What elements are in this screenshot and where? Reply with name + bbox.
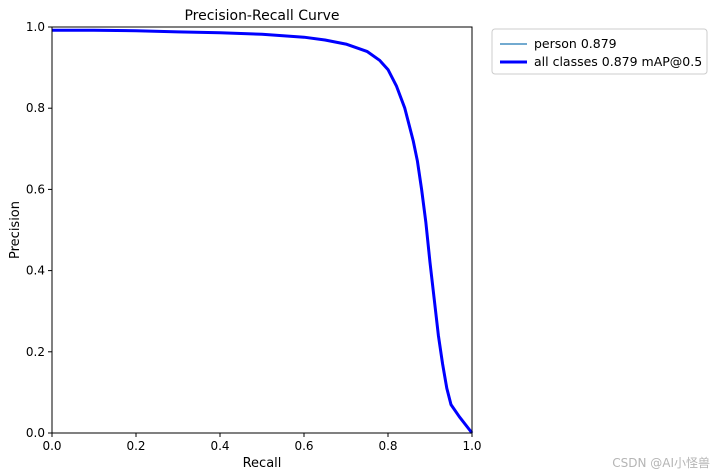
x-tick-label: 0.0 — [42, 439, 61, 453]
y-tick-label: 0.2 — [26, 345, 45, 359]
plot-area — [52, 27, 472, 433]
y-tick-label: 1.0 — [26, 20, 45, 34]
x-tick-label: 0.8 — [378, 439, 397, 453]
y-axis-label: Precision — [8, 201, 23, 259]
y-tick-label: 0.6 — [26, 182, 45, 196]
legend-box — [491, 28, 708, 75]
legend: person 0.879 all classes 0.879 mAP@0.5 — [491, 28, 708, 75]
x-tick-label: 0.2 — [126, 439, 145, 453]
series-line-all-classes — [52, 28, 474, 434]
watermark-text: CSDN @AI小怪兽 — [612, 456, 710, 470]
y-tick-label: 0.0 — [26, 426, 45, 440]
x-axis-label: Recall — [243, 456, 282, 471]
x-tick-label: 0.4 — [210, 439, 229, 453]
legend-label-person: person 0.879 — [534, 36, 617, 51]
plot-frame — [51, 26, 473, 434]
chart-title: Precision-Recall Curve — [184, 8, 339, 24]
y-tick-label: 0.4 — [26, 264, 45, 278]
series-layer — [52, 28, 474, 434]
x-tick-label: 0.6 — [294, 439, 313, 453]
y-tick-label: 0.8 — [26, 101, 45, 115]
legend-label-all-classes: all classes 0.879 mAP@0.5 — [534, 54, 702, 69]
x-tick-label: 1.0 — [462, 439, 481, 453]
ticks-layer: 0.0 0.2 0.4 0.6 0.8 1.0 0.0 0.2 0.4 0.6 0.8 1.0 — [26, 20, 482, 453]
